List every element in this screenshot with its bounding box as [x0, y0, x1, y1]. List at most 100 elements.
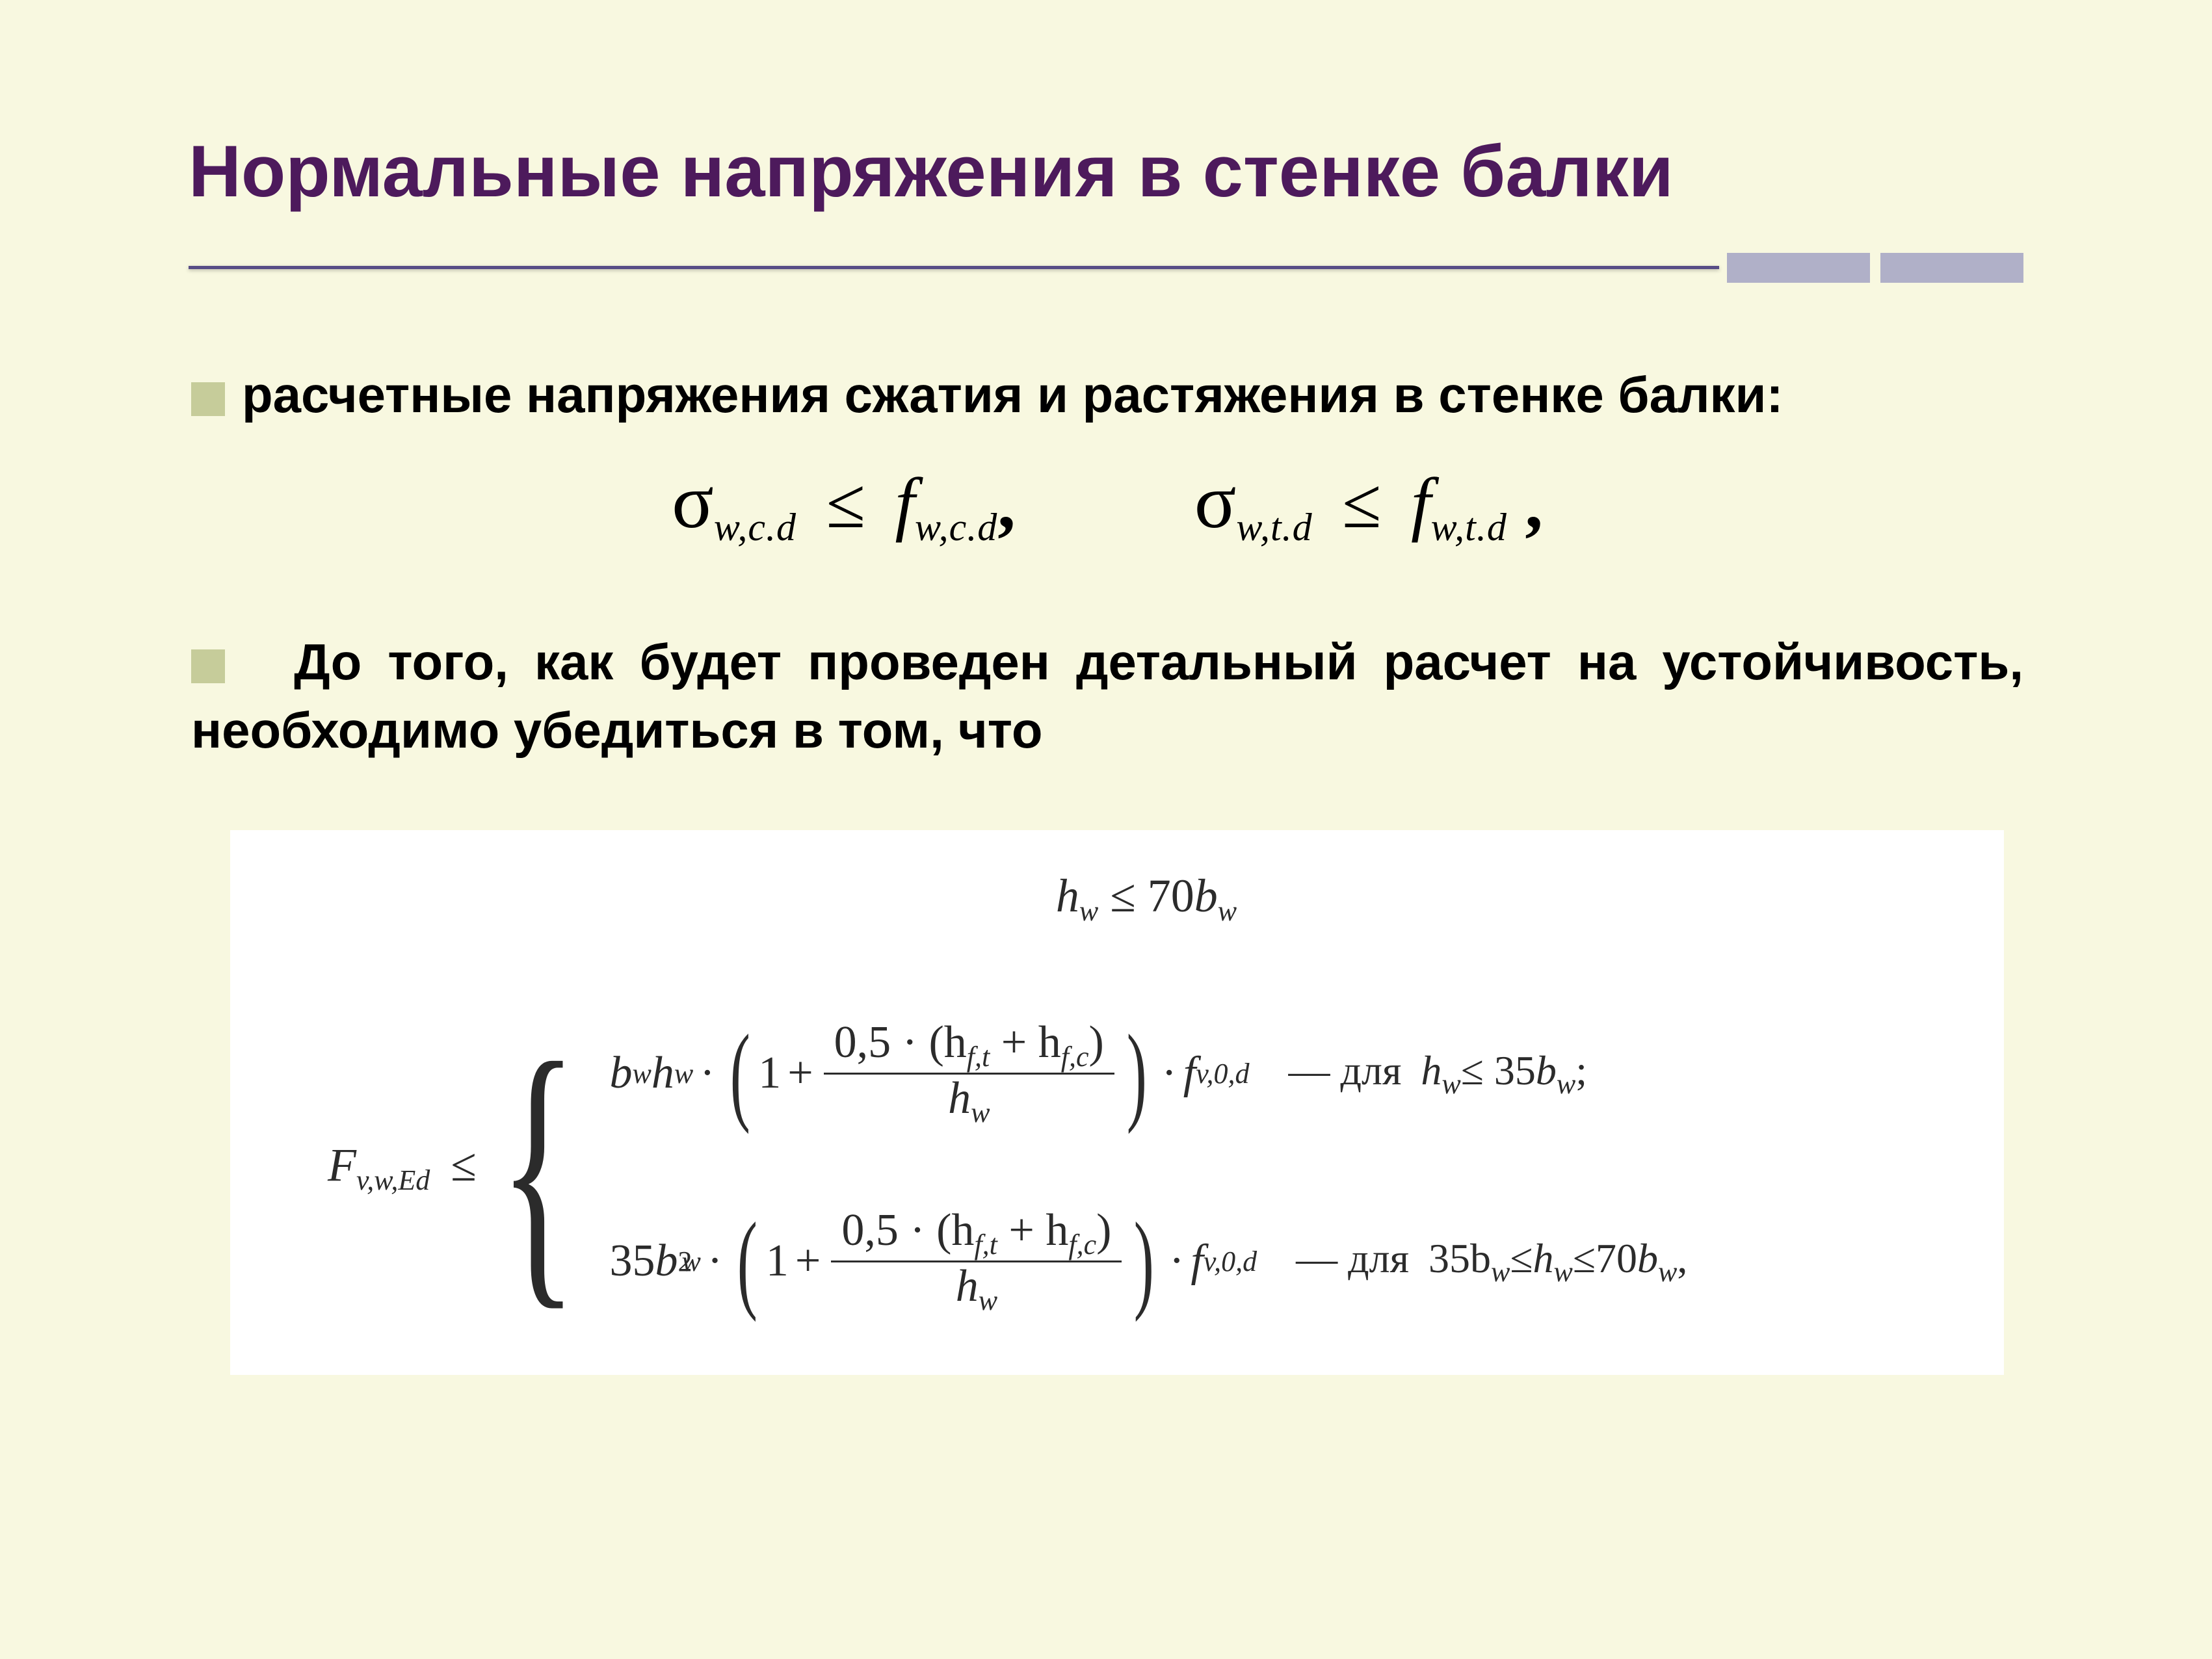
f-symbol: f [895, 464, 915, 543]
slide: Нормальные напряжения в стенке балки рас… [0, 0, 2212, 1659]
h-sub: w [1079, 895, 1098, 927]
den-text: h [956, 1261, 979, 1311]
f-symbol: f [1191, 1235, 1203, 1287]
num-text: + h [990, 1017, 1060, 1067]
num-text: ) [1089, 1017, 1104, 1067]
paragraph-2: До того, как будет проведен детальный ра… [191, 628, 2023, 765]
b-sub: w [682, 1245, 701, 1278]
sigma1-subscript: w,c.d [714, 506, 797, 549]
f-symbol: f [1411, 464, 1431, 543]
sigma2-subscript: w,t.d [1236, 506, 1312, 549]
rule-blocks [1727, 253, 2023, 283]
cond-op: ≤70 [1573, 1235, 1637, 1281]
cond-text: — для [1296, 1235, 1429, 1281]
h-symbol: h [1056, 870, 1079, 922]
cond-op: ≤ 35 [1461, 1047, 1536, 1093]
b-symbol: b [1536, 1047, 1557, 1093]
denominator: hw [938, 1075, 1000, 1129]
f2-subscript: w,t.d [1431, 506, 1507, 549]
numerator: 0,5 · (hf,t + hf,c) [824, 1019, 1114, 1073]
dot-symbol: · [1155, 1047, 1183, 1099]
numerator: 0,5 · (hf,t + hf,c) [831, 1207, 1122, 1261]
h-symbol: h [652, 1047, 674, 1099]
case-1: bwhw · ( 1 + 0,5 · (hf,t + hf,c) [610, 1019, 1688, 1129]
b-sub: w [1658, 1256, 1677, 1288]
fraction: 0,5 · (hf,t + hf,c) hw [824, 1019, 1114, 1129]
F-sub: v,w,Ed [356, 1164, 430, 1196]
rule-block [1880, 253, 2023, 283]
num-sub: f,c [1061, 1041, 1089, 1073]
cases-formula: Fv,w,Ed ≤ { bwhw · ( 1 + [328, 1019, 1965, 1316]
case-2: 35b2w · ( 1 + 0,5 · (hf,t + hf,c) [610, 1207, 1688, 1316]
cond-end: , [1677, 1235, 1687, 1281]
paragraph-1-text: расчетные напряжения сжатия и растяжения… [242, 366, 1767, 423]
inline-formula: σw,c.d ≤ fw,с.d, σw,t.d ≤ fw,t.d , [191, 456, 2023, 550]
dot-symbol: · [701, 1235, 729, 1287]
one: 1 [758, 1047, 781, 1099]
den-text: h [948, 1073, 971, 1123]
b-sub: w [1218, 895, 1237, 927]
h-sub: w [674, 1057, 693, 1090]
le-symbol: ≤ [441, 1139, 486, 1191]
num-text: 0,5 · (h [834, 1017, 967, 1067]
top-inequality: hw ≤ 70bw [328, 869, 1965, 928]
comma: , [997, 464, 1016, 543]
le-symbol: ≤ [1110, 870, 1136, 922]
denominator: hw [945, 1262, 1008, 1316]
paragraph-1-colon: : [1767, 366, 1784, 423]
math-box: hw ≤ 70bw Fv,w,Ed ≤ { bwhw · ( 1 [230, 830, 2004, 1375]
comma: , [1525, 464, 1543, 543]
F-lhs: Fv,w,Ed ≤ [328, 1138, 499, 1197]
num-text: 0,5 · (h [841, 1205, 974, 1255]
le-symbol: ≤ [815, 464, 877, 543]
bullet-icon [191, 649, 225, 683]
cond-sub: w [1491, 1256, 1510, 1288]
paragraph-2-text: До того, как будет проведен детальный ра… [191, 633, 2023, 759]
dot-symbol: · [1163, 1235, 1191, 1287]
cond-end: ; [1575, 1047, 1587, 1093]
paren-group: ( 1 + 0,5 · (hf,t + hf,c) hw [722, 1019, 1155, 1129]
rule-line [189, 266, 1719, 269]
num-text: ) [1096, 1205, 1111, 1255]
title-underline [189, 253, 2023, 283]
cond-op: ≤ [1510, 1235, 1533, 1281]
b-symbol: b [1194, 870, 1218, 922]
cond-text: — для [1288, 1047, 1421, 1093]
le-symbol: ≤ [1330, 464, 1393, 543]
paren-group: ( 1 + 0,5 · (hf,t + hf,c) hw [729, 1207, 1163, 1316]
h-symbol: h [1533, 1235, 1554, 1281]
h-sub: w [1442, 1068, 1460, 1100]
plus-symbol: + [781, 1047, 819, 1099]
b-symbol: b [1637, 1235, 1658, 1281]
num-sub: f,t [974, 1229, 997, 1261]
coeff-70: 70 [1148, 870, 1194, 922]
dot-symbol: · [693, 1047, 721, 1099]
rule-block [1727, 253, 1870, 283]
cond-a: 35b [1429, 1235, 1491, 1281]
coeff-35: 35 [610, 1235, 655, 1287]
brace-icon: { [499, 1044, 577, 1291]
f-symbol: f [1183, 1047, 1196, 1099]
f-sub: v,0,d [1204, 1245, 1257, 1278]
h-sub: w [1554, 1256, 1573, 1288]
slide-title: Нормальные напряжения в стенке балки [189, 130, 2023, 214]
F-symbol: F [328, 1139, 356, 1191]
slide-body: расчетные напряжения сжатия и растяжения… [189, 361, 2023, 1375]
cases: bwhw · ( 1 + 0,5 · (hf,t + hf,c) [603, 1019, 1688, 1316]
b-sub: w [1557, 1068, 1575, 1100]
case-1-condition: — для hw≤ 35bw; [1249, 1047, 1587, 1101]
f1-subscript: w,с.d [915, 506, 997, 549]
h-symbol: h [1421, 1047, 1442, 1093]
f-sub: v,0,d [1196, 1057, 1249, 1090]
paragraph-1: расчетные напряжения сжатия и растяжения… [191, 361, 2023, 429]
num-sub: f,t [967, 1041, 990, 1073]
sigma-symbol: σ [1194, 458, 1237, 544]
case-2-condition: — для 35bw≤hw≤70bw, [1257, 1234, 1687, 1288]
sigma-symbol: σ [672, 458, 714, 544]
plus-symbol: + [789, 1235, 827, 1287]
num-text: + h [997, 1205, 1068, 1255]
num-sub: f,c [1068, 1229, 1096, 1261]
one: 1 [766, 1235, 789, 1287]
den-sub: w [971, 1097, 990, 1129]
den-sub: w [979, 1285, 997, 1316]
